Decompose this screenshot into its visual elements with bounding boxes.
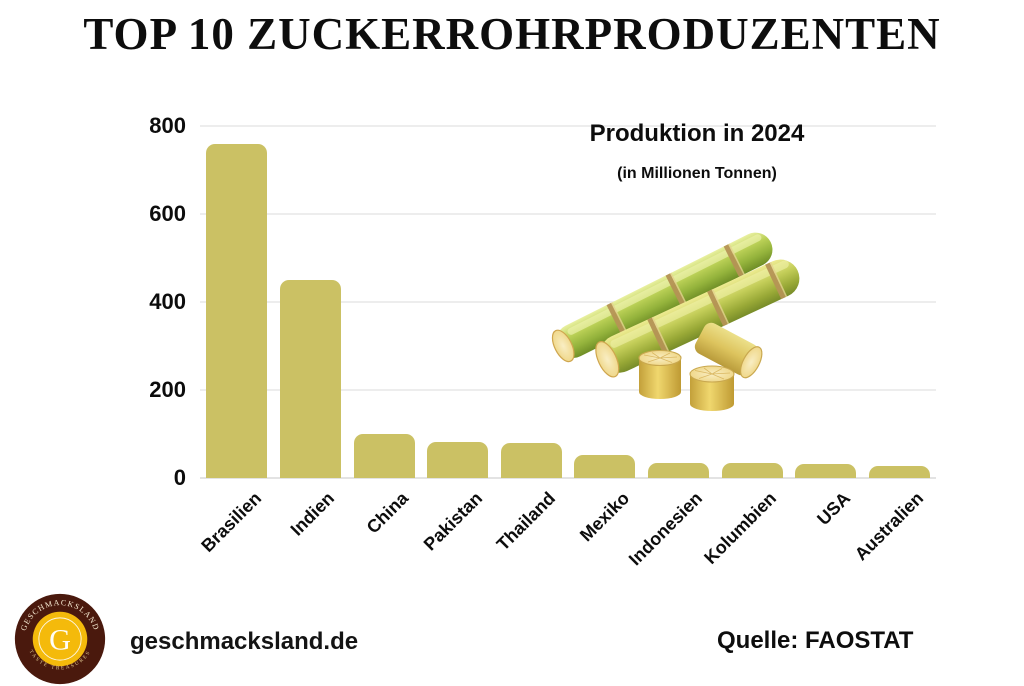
gridline bbox=[200, 389, 936, 391]
chart-title-block: Produktion in 2024 (in Millionen Tonnen) bbox=[547, 120, 847, 183]
x-axis: Brasilien Indien China Pakistan Thailand Mexi… bbox=[197, 478, 936, 608]
y-axis: 0 200 400 600 800 bbox=[80, 115, 186, 489]
logo-inner-ring bbox=[38, 617, 82, 661]
page-title: TOP 10 ZUCKERROHRPRODUZENTEN bbox=[83, 9, 941, 59]
x-category-label: Pakistan bbox=[419, 488, 486, 555]
y-tick-label: 0 bbox=[173, 465, 186, 490]
website-text: geschmacksland.de bbox=[130, 628, 359, 655]
gridline bbox=[200, 213, 936, 215]
y-tick-label: 600 bbox=[149, 201, 186, 226]
y-tick-label: 200 bbox=[149, 377, 186, 402]
sugarcane-cut-piece-1 bbox=[638, 349, 682, 399]
bar-usa bbox=[795, 463, 857, 478]
logo-badge bbox=[32, 611, 88, 667]
bar-indonesien bbox=[647, 463, 709, 478]
x-category-label: China bbox=[362, 488, 413, 538]
x-category-label: Indonesien bbox=[625, 488, 707, 570]
bar-indien bbox=[279, 280, 341, 478]
bar-pakistan bbox=[427, 441, 489, 478]
plot-area bbox=[200, 125, 936, 479]
bar-china bbox=[353, 434, 415, 478]
logo-monogram: G bbox=[49, 622, 71, 656]
source-text: Quelle: FAOSTAT bbox=[717, 627, 914, 654]
x-category-label: USA bbox=[812, 488, 854, 530]
bar-brasilien bbox=[206, 143, 268, 478]
sugarcane-illustration bbox=[551, 232, 800, 411]
chart-subtitle: (in Millionen Tonnen) bbox=[617, 165, 777, 183]
y-tick-label: 800 bbox=[149, 113, 186, 138]
sugarcane-cut-piece-tilted bbox=[694, 322, 763, 379]
x-category-label: Brasilien bbox=[197, 488, 265, 556]
chart-title: Produktion in 2024 bbox=[589, 120, 805, 147]
geschmacksland-logo: G GESCHMACKSLAND TASTE TREASURES bbox=[14, 593, 106, 685]
sugarcane-cane-back bbox=[551, 232, 773, 363]
sugarcane-cane-front bbox=[595, 259, 800, 378]
gridline bbox=[200, 301, 936, 303]
y-tick-label: 400 bbox=[149, 289, 186, 314]
x-axis-baseline bbox=[200, 477, 936, 479]
x-category-label: Australien bbox=[850, 488, 928, 565]
x-category-label: Kolumbien bbox=[700, 488, 781, 568]
bar-mexiko bbox=[574, 455, 636, 478]
bar-kolumbien bbox=[721, 463, 783, 478]
x-category-label: Mexiko bbox=[575, 488, 633, 546]
bar-australien bbox=[868, 466, 930, 478]
gridline bbox=[200, 125, 936, 127]
bar-thailand bbox=[500, 443, 562, 478]
sugarcane-cut-piece-2 bbox=[689, 365, 735, 411]
x-category-label: Thailand bbox=[492, 488, 560, 555]
x-category-label: Indien bbox=[286, 488, 339, 540]
